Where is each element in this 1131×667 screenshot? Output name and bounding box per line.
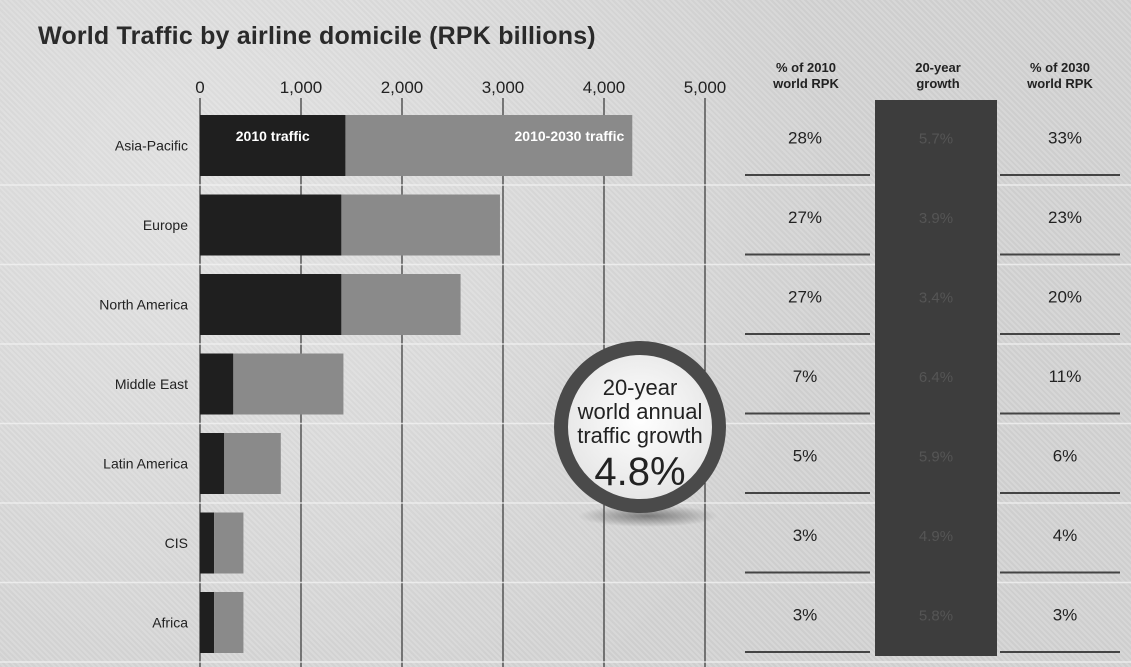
category-label: Europe [143, 217, 188, 233]
header-growth-line2: growth [916, 76, 960, 91]
header-pct-2010: % of 2010 world RPK [760, 60, 852, 92]
header-pct-2010-line1: % of 2010 [776, 60, 836, 75]
bar-segment [214, 592, 244, 653]
x-tick-label: 4,000 [583, 78, 626, 97]
pct-2010-value: 3% [793, 526, 818, 545]
series-label: 2010-2030 traffic [515, 128, 625, 144]
x-tick-label: 3,000 [482, 78, 525, 97]
badge-line: 20-year [603, 375, 678, 400]
bar-segment [200, 115, 346, 176]
category-label: North America [99, 297, 188, 313]
x-tick-label: 2,000 [381, 78, 424, 97]
bar-segment [345, 115, 633, 176]
badge-line: world annual [577, 399, 703, 424]
series-label: 2010 traffic [236, 128, 310, 144]
badge-line: traffic growth [577, 423, 703, 448]
bar-segment [214, 512, 244, 574]
pct-2010-value: 5% [793, 447, 818, 466]
pct-2030-value: 4% [1053, 526, 1078, 545]
badge-ring [554, 341, 726, 513]
category-label: Middle East [115, 376, 188, 392]
x-tick-label: 5,000 [684, 78, 727, 97]
growth-value: 6.4% [919, 369, 953, 386]
bar-segment [200, 512, 215, 574]
bar-segment [341, 194, 500, 256]
bar-segment [200, 353, 234, 415]
badge-shadow [578, 505, 718, 527]
bar-segment [224, 433, 281, 494]
growth-value: 4.9% [919, 528, 953, 545]
pct-2010-value: 27% [788, 208, 822, 227]
header-pct-2010-line2: world RPK [773, 76, 839, 91]
x-tick-label: 0 [195, 78, 204, 97]
growth-value: 5.9% [919, 449, 953, 466]
header-pct-2030-line2: world RPK [1027, 76, 1093, 91]
bar-segment [200, 274, 342, 335]
header-pct-2030-line1: % of 2030 [1030, 60, 1090, 75]
growth-value: 5.8% [919, 608, 953, 625]
growth-column [875, 100, 997, 656]
pct-2030-value: 6% [1053, 447, 1078, 466]
x-tick-label: 1,000 [280, 78, 323, 97]
header-pct-2030: % of 2030 world RPK [1010, 60, 1110, 92]
category-label: CIS [165, 535, 188, 551]
bars-layer [200, 115, 633, 653]
pct-2030-value: 11% [1049, 367, 1082, 386]
header-growth: 20-year growth [885, 60, 991, 92]
category-label: Asia-Pacific [115, 138, 188, 154]
growth-value: 5.7% [919, 131, 953, 148]
growth-value: 3.4% [919, 290, 953, 307]
labels-layer: 0 1,000 2,000 3,000 4,000 5,000 Asia-Pacific 20… [99, 78, 726, 631]
pct-2030-value: 23% [1048, 208, 1082, 227]
pct-2010-value: 27% [788, 288, 822, 307]
badge-value: 4.8% [594, 450, 685, 494]
table-layer: 28% 33% 27% 23% 27% 20% 7% 11% 5% 6% 3% 4% 3% 3% 5.7% 3… [788, 100, 1082, 656]
header-growth-line1: 20-year [915, 60, 961, 75]
pct-2030-value: 20% [1048, 288, 1082, 307]
pct-2030-value: 33% [1048, 129, 1082, 148]
bar-segment [200, 433, 225, 494]
pct-2010-value: 3% [793, 606, 818, 625]
category-label: Latin America [103, 456, 188, 472]
bar-segment [233, 353, 344, 415]
chart-title: World Traffic by airline domicile (RPK b… [38, 22, 596, 50]
pct-2030-value: 3% [1053, 606, 1078, 625]
growth-value: 3.9% [919, 210, 953, 227]
bar-segment [200, 194, 342, 256]
bar-segment [341, 274, 461, 335]
category-label: Africa [152, 615, 188, 631]
pct-2010-value: 28% [788, 129, 822, 148]
pct-2010-value: 7% [793, 367, 818, 386]
bar-segment [200, 592, 215, 653]
